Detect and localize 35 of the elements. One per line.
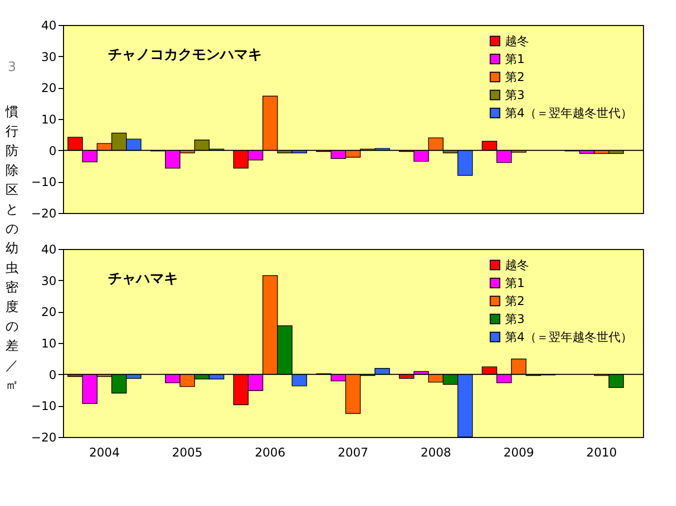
y-tick-label: 0 [48, 144, 56, 158]
y-tick-label: 30 [41, 274, 56, 288]
y-tick-label: −20 [31, 430, 56, 444]
x-tick-label: 2010 [586, 446, 617, 460]
y-tick-label: −10 [31, 175, 56, 190]
x-tick-label: 2006 [254, 446, 286, 460]
y-tick-label: 20 [41, 81, 56, 96]
y-tick-label: 20 [41, 305, 56, 320]
legend-label: 越冬 [505, 34, 529, 48]
x-tick-label: 2009 [503, 446, 534, 460]
x-tick-label: 2007 [338, 446, 368, 460]
text: チャノコカクモンハマキ [108, 47, 262, 63]
y-tick-label: 10 [41, 112, 56, 126]
legend-label: 第4（＝翌年越冬世代） [505, 106, 633, 120]
legend-label: 第1 [505, 52, 525, 66]
y-tick-label: 30 [41, 50, 56, 64]
x-tick-label: 2005 [172, 446, 203, 460]
y-tick-label: 10 [41, 336, 56, 350]
y-tick-label: −20 [31, 206, 56, 220]
y-tick-label: 0 [48, 368, 56, 382]
legend-label: 第3 [505, 88, 525, 102]
legend-label: 第3 [505, 312, 525, 326]
text: 慣行防除区との幼虫密度の差／㎡ [6, 104, 18, 393]
y-tick-label: 40 [41, 18, 56, 32]
legend-label: 第2 [505, 294, 525, 308]
x-tick-label: 2004 [89, 446, 120, 460]
legend-label: 第2 [505, 70, 525, 84]
legend-label: 越冬 [505, 258, 529, 272]
text: 3 [8, 60, 16, 75]
legend-label: 第1 [505, 276, 525, 290]
y-tick-label: −10 [31, 399, 56, 414]
x-tick-label: 2008 [420, 446, 452, 460]
text: チャハマキ [108, 271, 178, 287]
y-tick-label: 40 [41, 242, 56, 256]
legend-label: 第4（＝翌年越冬世代） [505, 330, 633, 344]
